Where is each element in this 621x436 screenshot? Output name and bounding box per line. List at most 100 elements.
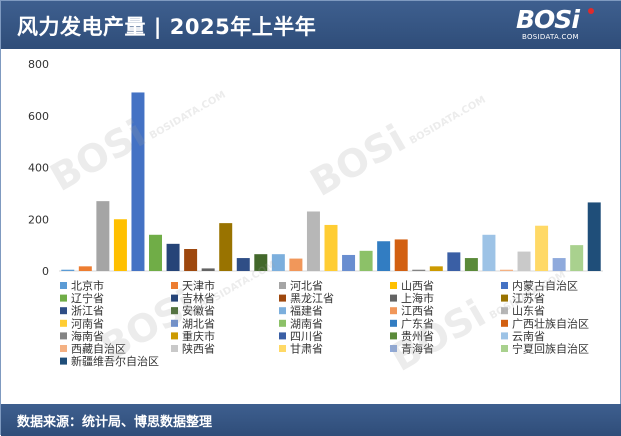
bar-10 [219, 223, 233, 271]
legend-swatch [501, 319, 508, 327]
bar-21 [412, 269, 426, 271]
legend-swatch [390, 294, 397, 302]
legend-label: 甘肃省 [290, 343, 323, 356]
legend-label: 黑龙江省 [290, 292, 334, 305]
legend-swatch [501, 332, 508, 340]
legend-swatch [279, 345, 286, 352]
legend-swatch [279, 319, 286, 327]
y-tick-label: 800 [28, 58, 49, 71]
legend-swatch [279, 294, 286, 302]
chart-title: 风力发电产量 | 2025年上半年 [17, 15, 317, 39]
legend-label: 青海省 [401, 342, 434, 356]
legend-swatch [501, 345, 508, 352]
legend-label: 四川省 [290, 330, 323, 343]
legend-swatch [171, 345, 178, 352]
legend-label: 湖南省 [290, 317, 323, 330]
legend-label: 广东省 [401, 317, 434, 330]
legend-label: 浙江省 [71, 305, 104, 318]
bar-28 [535, 225, 549, 271]
footer-bar: 数据来源：统计局、博思数据整理 [1, 404, 621, 436]
legend-swatch [60, 345, 67, 352]
bar-22 [429, 266, 443, 271]
legend-label: 广西壮族自治区 [512, 316, 589, 330]
bar-25 [482, 234, 496, 271]
legend-label: 内蒙古自治区 [512, 279, 578, 293]
legend-swatch [390, 332, 397, 340]
legend-label: 河南省 [71, 317, 104, 330]
legend-label: 湖北省 [182, 317, 215, 330]
legend-swatch [60, 294, 67, 302]
legend-label: 山西省 [401, 280, 434, 293]
bar-1 [61, 269, 75, 271]
legend-swatch [390, 345, 397, 352]
header-bar: 风力发电产量 | 2025年上半年 BOSi BOSIDATA.COM [1, 1, 621, 49]
bar-14 [289, 258, 303, 271]
bar-2 [78, 266, 92, 271]
legend-swatch [60, 282, 67, 289]
legend-swatch [279, 332, 286, 340]
legend-swatch [171, 282, 178, 289]
legend-label: 天津市 [182, 279, 215, 293]
logo-sub: BOSIDATA.COM [522, 33, 579, 41]
bar-3 [96, 201, 110, 271]
legend-swatch [501, 307, 508, 315]
legend-swatch [390, 282, 397, 289]
legend-label: 福建省 [290, 304, 323, 318]
bar-26 [499, 269, 513, 271]
plot-area: 0 200 400 600 800 北京市 天津市 河北省 山西省 内蒙古自治区辽宁省 吉林省 黑龙江… [1, 49, 621, 404]
legend-label: 西藏自治区 [71, 342, 126, 356]
legend-swatch [60, 307, 67, 315]
legend-swatch [279, 307, 286, 315]
bar-17 [342, 254, 356, 271]
legend-label: 吉林省 [182, 291, 215, 305]
legend-label: 贵州省 [401, 330, 434, 343]
data-source: 数据来源：统计局、博思数据整理 [17, 415, 213, 430]
legend-label: 宁夏回族自治区 [512, 342, 589, 356]
legend-label: 新疆维吾尔自治区 [71, 354, 159, 368]
bar-30 [570, 245, 584, 272]
legend-label: 海南省 [71, 329, 104, 343]
y-tick-label: 0 [42, 265, 49, 278]
legend-swatch [279, 282, 286, 289]
legend-label: 山东省 [512, 305, 545, 318]
bar-31 [587, 202, 601, 271]
bar-29 [552, 258, 566, 271]
legend-label: 安徽省 [182, 304, 215, 318]
legend-swatch [60, 357, 67, 365]
bar-4 [113, 219, 127, 271]
y-tick-label: 600 [28, 110, 49, 123]
bar-18 [359, 250, 373, 271]
legend-label: 江西省 [401, 305, 434, 318]
legend-label: 河北省 [290, 280, 323, 293]
bar-16 [324, 224, 338, 271]
legend-label: 北京市 [71, 279, 104, 293]
legend-swatch [171, 319, 178, 327]
logo-dot [588, 8, 594, 14]
legend-swatch [171, 332, 178, 340]
legend-label: 江苏省 [512, 292, 545, 305]
bar-6 [149, 234, 163, 271]
bar-5 [131, 92, 145, 272]
legend-swatch [60, 332, 67, 340]
bar-13 [271, 254, 285, 271]
legend-swatch [390, 319, 397, 327]
legend-label: 重庆市 [182, 329, 215, 343]
logo-word: BOSi [516, 5, 580, 34]
legend-label: 云南省 [512, 330, 545, 343]
legend-swatch [501, 294, 508, 302]
bar-23 [447, 252, 461, 271]
y-tick-label: 400 [28, 162, 49, 175]
bosi-logo: BOSi BOSIDATA.COM [516, 6, 608, 44]
bar-19 [377, 241, 391, 271]
legend-swatch [390, 307, 397, 315]
legend-swatch [60, 319, 67, 327]
legend-swatch [501, 282, 508, 289]
legend-label: 辽宁省 [71, 291, 104, 305]
bar-15 [306, 211, 320, 271]
bar-24 [464, 258, 478, 271]
y-tick-label: 200 [28, 213, 49, 226]
bar-11 [236, 258, 250, 271]
legend-swatch [171, 307, 178, 315]
